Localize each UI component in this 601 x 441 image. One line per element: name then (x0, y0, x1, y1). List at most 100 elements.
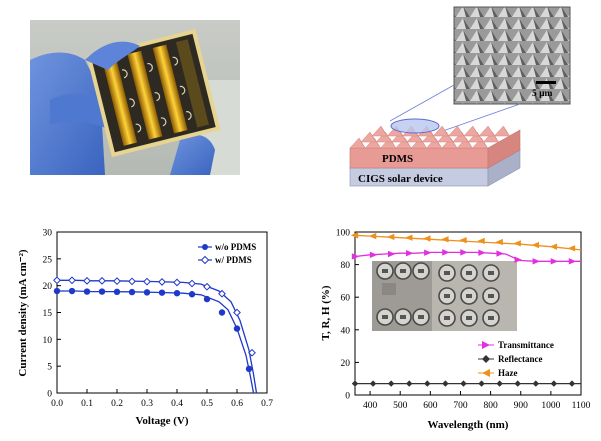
series-1-point (188, 279, 196, 288)
series-1-point (532, 380, 539, 387)
y-tick-label: 20 (341, 359, 351, 369)
series-1-point (113, 277, 121, 286)
series-0-point (98, 288, 106, 295)
series-0-point (532, 258, 540, 265)
series-1-point (514, 380, 521, 387)
series-2-point (549, 243, 558, 250)
series-0-point (369, 251, 378, 259)
series-0-point (143, 289, 151, 296)
y-tick-label: 30 (43, 229, 53, 239)
series-0-point (568, 258, 577, 265)
series-1-point (248, 348, 256, 357)
series-0-point (218, 309, 226, 316)
series-1-point (143, 277, 151, 286)
series-0-point (173, 289, 181, 297)
series-2-point (531, 241, 539, 249)
trh-ticks: 400 500 600 700 800 900 1000 1100 0 20 40 60 80 100 (336, 229, 591, 412)
series-1-point (203, 282, 211, 291)
series-0-point (188, 291, 196, 298)
x-tick-label: 0.5 (201, 399, 213, 409)
x-tick-label: 0.4 (171, 399, 183, 409)
jv-ticks: 0.0 0.1 0.2 0.3 0.4 0.5 0.6 0.7 0 5 10 15 20 25 30 (43, 229, 274, 410)
series-0-point (496, 250, 504, 257)
x-tick-label: 500 (393, 401, 408, 411)
series-0-point (233, 325, 241, 332)
series-1-point (53, 276, 61, 285)
x-tick-label: 400 (363, 401, 378, 411)
series-0-point (53, 287, 61, 295)
series-0-point (460, 249, 468, 256)
trh-xlabel: Wavelength (nm) (428, 419, 509, 431)
x-tick-label: 0.1 (81, 399, 93, 409)
series-1-point (369, 380, 377, 387)
series-2-point (513, 240, 521, 247)
series-2-point (441, 236, 449, 243)
jv-series (53, 276, 258, 394)
series-0-point (424, 249, 432, 256)
device-array-inset (372, 261, 517, 331)
series-1-point (158, 278, 166, 286)
series-0-point (387, 250, 396, 258)
x-tick-label: 800 (483, 401, 498, 411)
y-tick-label: 80 (341, 261, 351, 271)
series-0-point (406, 249, 414, 257)
series-2-point (567, 245, 576, 252)
pdms-label: PDMS (382, 153, 413, 165)
trh-ylabel: T, R, H (%) (320, 285, 332, 340)
series-0-point (550, 258, 559, 265)
trh-chart-svg: 400 500 600 700 800 900 1000 1100 0 20 40 60 80 100 W… (320, 229, 591, 432)
series-line-0 (57, 290, 255, 394)
callout-line-right (439, 103, 521, 133)
series-1-point (233, 308, 241, 317)
series-1-point (351, 380, 359, 387)
series-1-point (83, 276, 91, 285)
pdms-layer (349, 147, 489, 169)
y-tick-label: 100 (336, 229, 351, 239)
jv-legend: w/o PDMS w/ PDMS (198, 242, 256, 265)
trh-legend-label-1: Reflectance (498, 354, 542, 364)
series-2-point (368, 232, 377, 240)
sem-inset (453, 6, 571, 105)
series-0-point (203, 295, 211, 303)
x-tick-label: 900 (514, 401, 529, 411)
series-2-point (459, 236, 467, 244)
jv-legend-label-1: w/ PDMS (215, 255, 252, 265)
scale-bar (536, 81, 556, 84)
pdms-schematic: 5 μm CIGS solar device PDMS (330, 5, 590, 200)
series-2-point (405, 234, 413, 241)
device-photo-graphic (30, 20, 240, 175)
series-2-point (423, 235, 431, 242)
x-tick-label: 0.2 (111, 399, 123, 409)
y-tick-label: 20 (43, 282, 53, 292)
series-line-0 (354, 251, 581, 262)
series-0-point (351, 253, 360, 260)
series-2-point (386, 233, 395, 241)
series-0-point (113, 288, 121, 296)
series-1-point (387, 380, 395, 387)
device-photo (30, 20, 240, 175)
series-1-point (478, 380, 485, 387)
series-0-point (478, 249, 486, 256)
magnified-region (390, 118, 440, 134)
y-tick-label: 40 (341, 326, 351, 336)
jv-chart-svg: 0.0 0.1 0.2 0.3 0.4 0.5 0.6 0.7 0 5 10 15 20 25 30 Vol… (17, 229, 274, 428)
series-line-2 (354, 234, 582, 251)
series-2-point (350, 232, 359, 239)
callout-line-left (389, 84, 455, 122)
series-0-point (128, 288, 136, 296)
series-line-1 (57, 279, 258, 394)
y-tick-label: 5 (47, 363, 52, 373)
series-1-point (442, 380, 449, 387)
x-tick-label: 600 (423, 401, 438, 411)
trh-plot-frame (354, 231, 582, 396)
y-tick-label: 15 (43, 309, 53, 319)
pdms-schematic-graphic: 5 μm CIGS solar device PDMS (348, 6, 571, 187)
series-0-point (68, 287, 76, 295)
y-tick-label: 0 (345, 392, 350, 402)
series-0-point (514, 256, 522, 263)
series-0-point (83, 288, 91, 295)
x-tick-label: 0.6 (231, 399, 243, 409)
cigs-label: CIGS solar device (358, 173, 443, 185)
series-0-point (442, 249, 450, 256)
y-tick-label: 10 (43, 336, 53, 346)
